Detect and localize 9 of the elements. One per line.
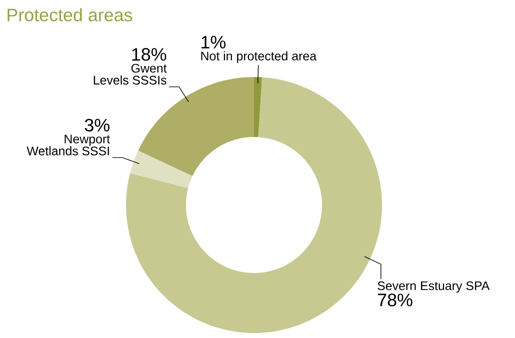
slice-label: Not in protected area — [201, 51, 317, 63]
data-label: 78% — [378, 294, 412, 306]
slice-label: Newport Wetlands SSSI — [26, 134, 110, 156]
chart-title: Protected areas — [8, 8, 132, 22]
slice-label: Gwent Levels SSSIs — [94, 64, 167, 85]
data-label: 1% — [202, 36, 226, 48]
data-label: 3% — [84, 118, 110, 132]
data-label: 18% — [132, 48, 166, 61]
slice-label: Severn Estuary SPA — [378, 281, 490, 293]
